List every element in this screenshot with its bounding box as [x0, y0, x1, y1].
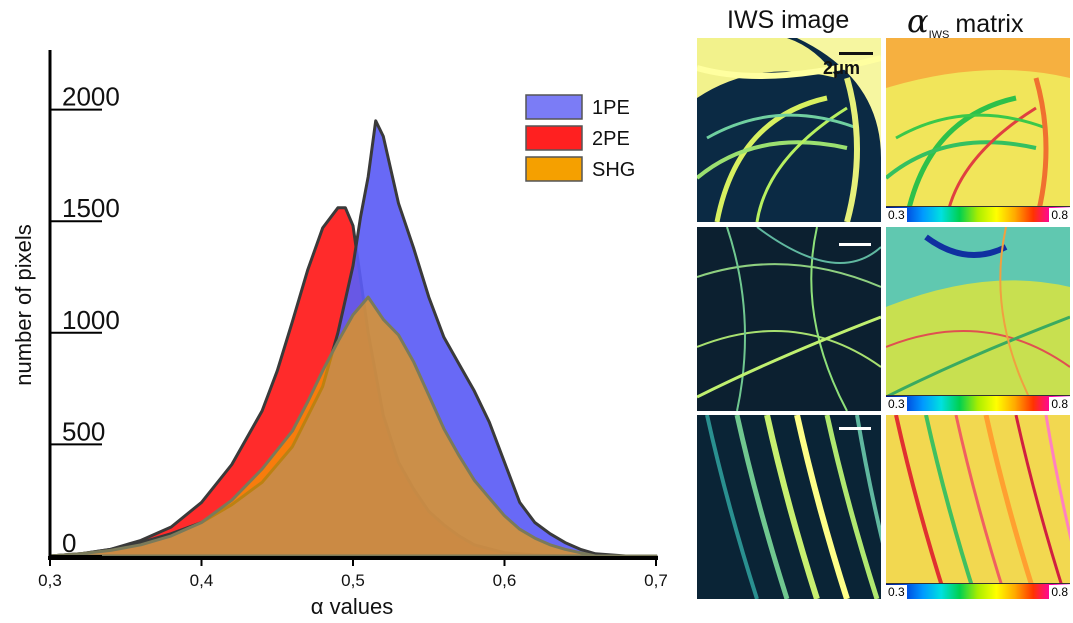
- alpha-matrix-word: matrix: [955, 10, 1024, 38]
- alpha-matrix-title: αIWS matrix: [907, 2, 1023, 41]
- colorbar: [886, 206, 1070, 222]
- series-area-shg: [48, 295, 658, 558]
- y-tick-label: 500: [62, 416, 105, 446]
- x-tick-label: 0,7: [644, 571, 668, 590]
- colorbar-max-label: 0.8: [1049, 208, 1070, 222]
- alpha-symbol: α: [907, 2, 929, 40]
- colorbar-min-label: 0.3: [886, 208, 907, 222]
- scale-bar: [839, 243, 871, 246]
- colorbar-max-label: 0.8: [1049, 585, 1070, 599]
- y-axis-label: number of pixels: [11, 224, 36, 385]
- iws-image-tile-2: [697, 227, 881, 411]
- x-tick-label: 0,3: [38, 571, 62, 590]
- legend-swatch-1pe: [525, 94, 583, 120]
- tick-layer: 0 500 1000 1500 2000 0,3 0,4 0,5 0,6 0,7: [38, 82, 668, 590]
- y-tick-label: 1000: [62, 305, 120, 335]
- colorbar: [886, 395, 1070, 411]
- x-tick-label: 0,4: [190, 571, 214, 590]
- area-series-layer: [48, 119, 658, 558]
- y-tick-label: 2000: [62, 82, 120, 112]
- alpha-matrix-tile-3: 0.3 0.8: [886, 415, 1070, 599]
- iws-image-tile-1: 2μm: [697, 38, 881, 222]
- colorbar-max-label: 0.8: [1049, 397, 1070, 411]
- colorbar-min-label: 0.3: [886, 397, 907, 411]
- legend: 1PE 2PE SHG: [525, 94, 635, 182]
- scale-bar: [839, 427, 871, 430]
- legend-label-shg: SHG: [592, 159, 635, 181]
- colorbar-min-label: 0.3: [886, 585, 907, 599]
- y-tick-label: 1500: [62, 193, 120, 223]
- x-tick-label: 0,5: [341, 571, 365, 590]
- alpha-matrix-tile-1: 0.3 0.8: [886, 38, 1070, 222]
- iws-image-tile-3: [697, 415, 881, 599]
- y-tick-label: 0: [62, 528, 76, 558]
- colorbar: [886, 583, 1070, 599]
- alpha-matrix-tile-2: 0.3 0.8: [886, 227, 1070, 411]
- legend-swatch-2pe: [525, 125, 583, 151]
- iws-image-title: IWS image: [727, 6, 850, 34]
- legend-swatch-shg: [525, 156, 583, 182]
- scale-bar: [839, 52, 873, 55]
- x-axis-label: α values: [311, 594, 393, 619]
- legend-label-1pe: 1PE: [592, 97, 630, 119]
- x-tick-label: 0,6: [493, 571, 517, 590]
- scale-bar-label: 2μm: [823, 58, 861, 78]
- legend-label-2pe: 2PE: [592, 128, 630, 150]
- histogram-chart: 0 500 1000 1500 2000 0,3 0,4 0,5 0,6 0,7 number o…: [11, 50, 668, 619]
